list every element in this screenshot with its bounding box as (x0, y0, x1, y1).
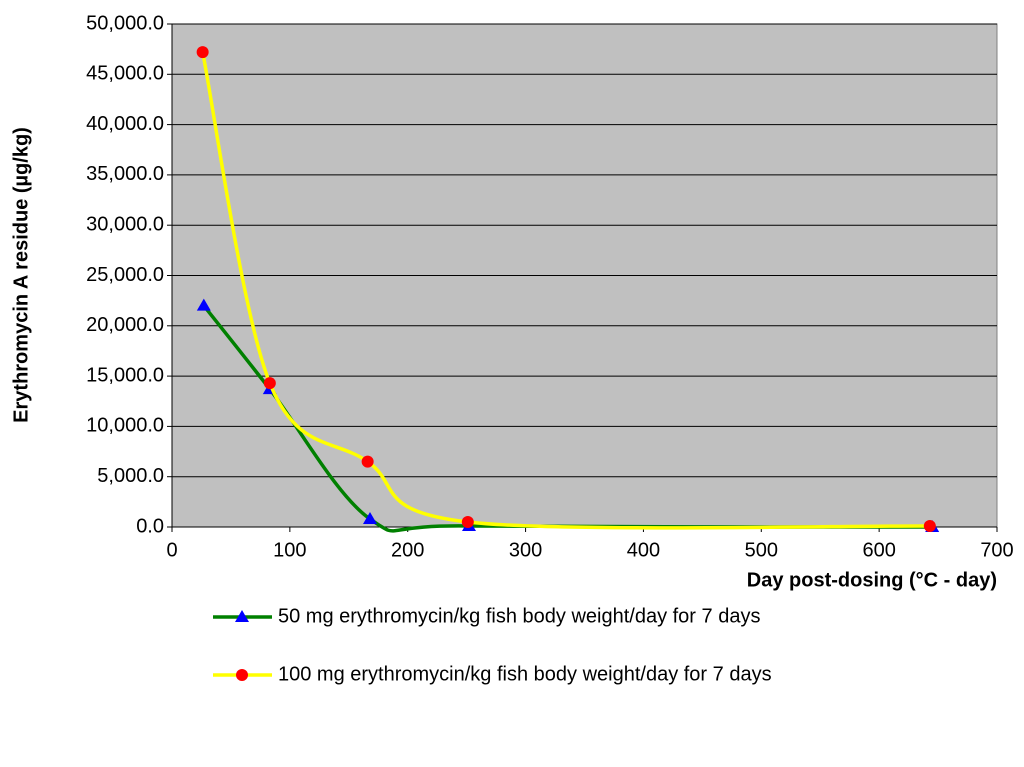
x-tick-label: 400 (627, 539, 660, 561)
marker (923, 519, 936, 532)
x-axis-label: Day post-dosing (°C - day) (747, 569, 997, 591)
y-tick-label: 15,000.0 (86, 364, 164, 386)
y-tick-label: 20,000.0 (86, 314, 164, 336)
y-tick-label: 45,000.0 (86, 63, 164, 85)
legend-label: 100 mg erythromycin/kg fish body weight/… (278, 663, 772, 685)
x-tick-label: 200 (391, 539, 424, 561)
y-tick-label: 10,000.0 (86, 415, 164, 437)
marker (361, 455, 374, 468)
marker (263, 377, 276, 390)
y-tick-label: 25,000.0 (86, 264, 164, 286)
x-tick-label: 700 (980, 539, 1013, 561)
legend-label: 50 mg erythromycin/kg fish body weight/d… (278, 605, 760, 627)
y-tick-label: 50,000.0 (86, 12, 164, 34)
x-tick-label: 600 (862, 539, 895, 561)
marker (196, 298, 211, 311)
x-tick-label: 500 (745, 539, 778, 561)
marker (235, 610, 249, 622)
y-tick-label: 5,000.0 (97, 465, 164, 487)
x-tick-label: 0 (166, 539, 177, 561)
y-tick-label: 40,000.0 (86, 113, 164, 135)
marker (236, 669, 248, 681)
x-tick-label: 100 (273, 539, 306, 561)
series-line (200, 51, 930, 530)
marker (461, 515, 474, 528)
y-tick-label: 30,000.0 (86, 213, 164, 235)
y-tick-label: 0.0 (136, 515, 164, 537)
x-tick-label: 300 (509, 539, 542, 561)
y-tick-label: 35,000.0 (86, 163, 164, 185)
marker (196, 46, 209, 59)
y-axis-label: Erythromycin A residue (µg/kg) (10, 127, 32, 423)
marker (363, 511, 377, 524)
